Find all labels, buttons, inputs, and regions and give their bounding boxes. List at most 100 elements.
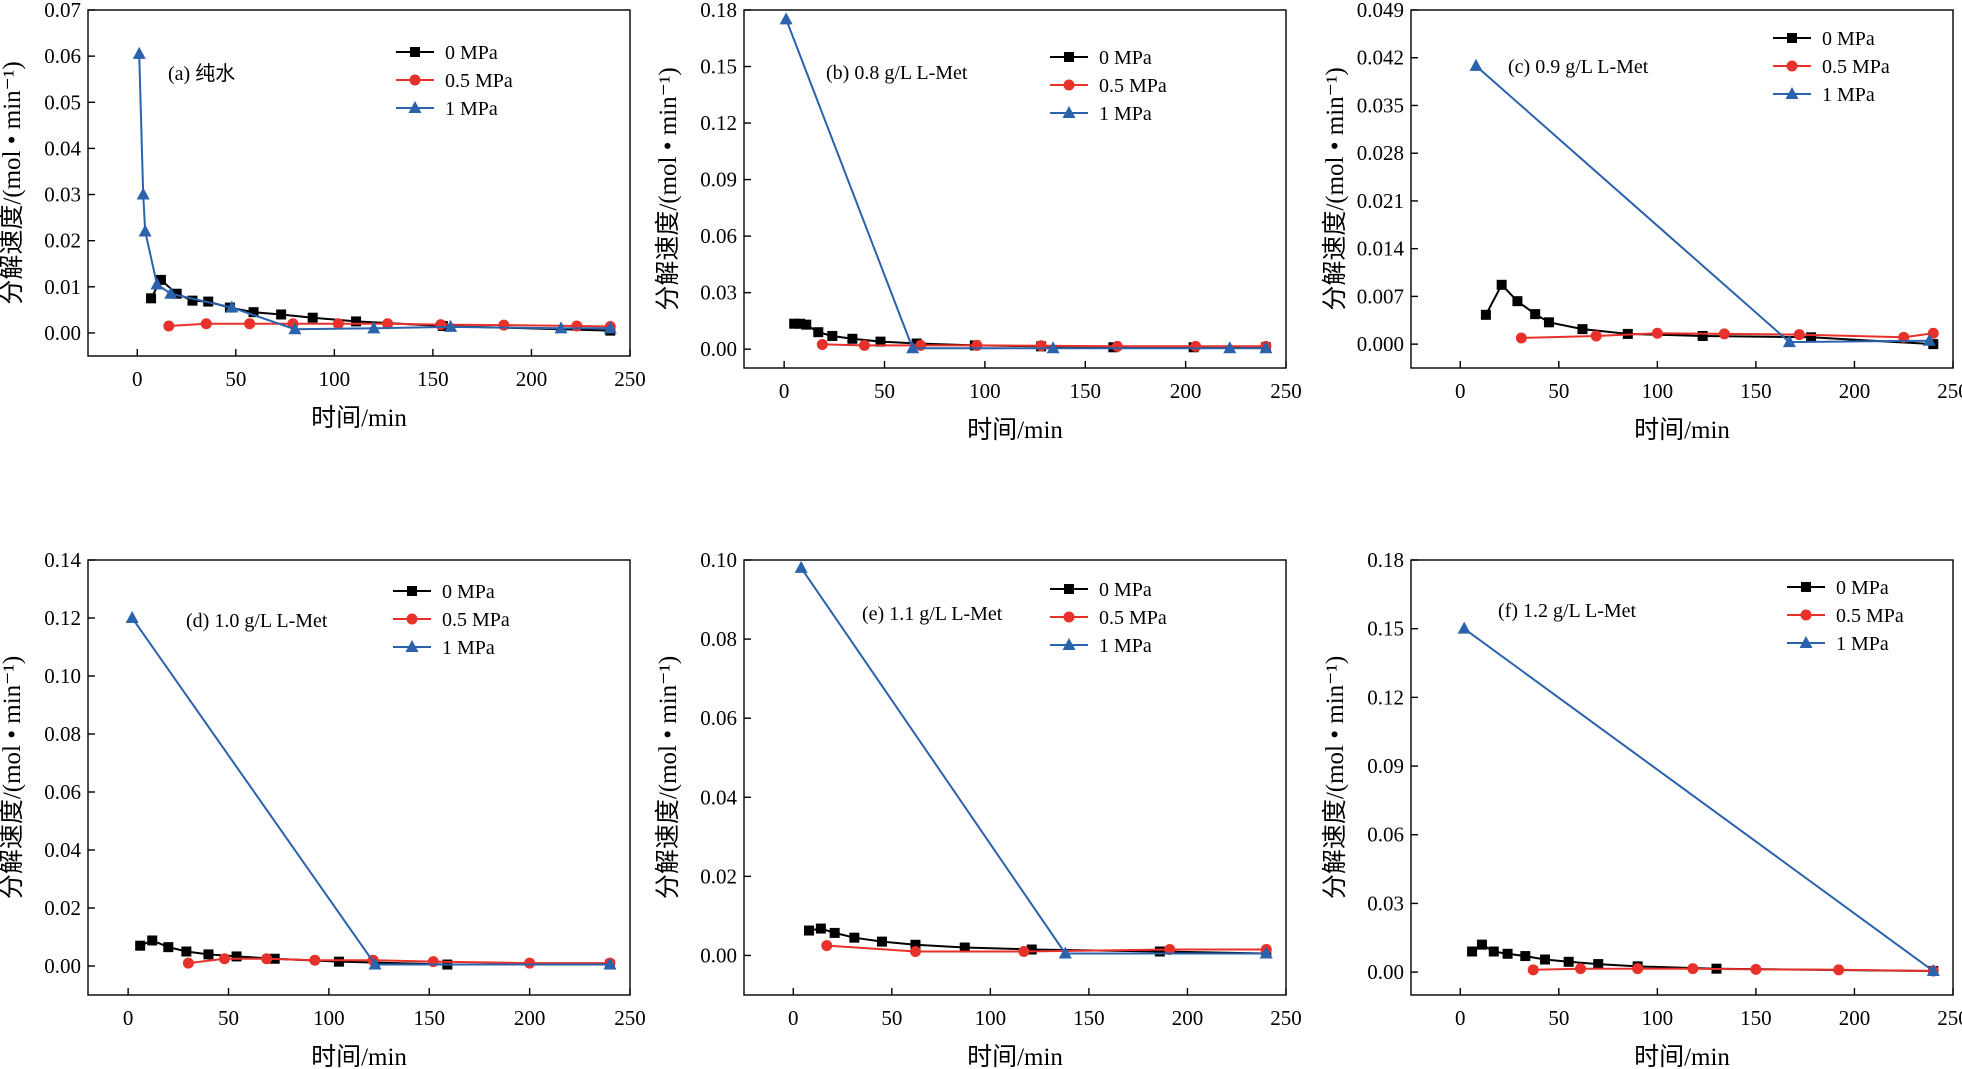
legend-marker-circle: [1786, 60, 1798, 72]
data-point-triangle: [225, 300, 239, 313]
x-tick-label: 200: [1172, 1006, 1204, 1030]
data-point-triangle: [1223, 341, 1237, 354]
x-tick-label: 150: [1740, 379, 1772, 403]
x-tick-label: 0: [788, 1006, 799, 1030]
data-point-square: [163, 942, 174, 953]
legend-label: 0 MPa: [1822, 28, 1875, 50]
data-point-square: [795, 318, 806, 329]
data-point-triangle: [1259, 946, 1273, 959]
legend-marker-triangle: [1062, 638, 1076, 650]
series-line-0.5-mpa: [1533, 967, 1934, 972]
data-point-square: [1502, 948, 1513, 959]
data-point-triangle: [906, 341, 920, 354]
data-point-triangle: [150, 277, 164, 290]
data-point-square: [829, 927, 840, 938]
legend-label: 0.5 MPa: [1836, 605, 1904, 627]
data-point-square: [333, 956, 344, 967]
series-1-mpa: [794, 560, 1273, 959]
plot-frame: [87, 559, 631, 996]
data-point-square: [351, 316, 362, 327]
legend-marker-square: [407, 586, 417, 596]
series-line-1-mpa: [800, 567, 1267, 955]
data-point-triangle: [794, 560, 808, 573]
data-point-square: [1540, 954, 1551, 965]
x-tick-label: 0: [132, 367, 143, 391]
x-tick-label: 100: [975, 1006, 1007, 1030]
data-point-triangle: [138, 224, 152, 237]
y-tick-label: 0.08: [700, 627, 737, 651]
series-line-0.5-mpa: [826, 944, 1267, 953]
legend-marker-circle: [1800, 609, 1812, 621]
y-tick-label: 0.04: [44, 136, 81, 160]
chart-panel-e: 0 50 100 150 200 250 0.00 0.02 0.04 0.06 0.08 0.10 时…: [654, 548, 1302, 1069]
legend: 0 MPa 0.5 MPa 1 MPa: [396, 42, 513, 120]
x-tick-label: 200: [1839, 1006, 1871, 1030]
data-point-square: [155, 274, 166, 285]
data-point-triangle: [1457, 621, 1471, 634]
chart-panel-b: 0 50 100 150 200 250 0.00 0.03 0.06 0.09 0.12 0.15 0…: [654, 0, 1302, 444]
y-tick-label: 0.12: [44, 606, 81, 630]
data-point-square: [1520, 951, 1531, 962]
x-tick-label: 200: [516, 367, 548, 391]
series-line-1-mpa: [138, 53, 611, 331]
legend: 0 MPa 0.5 MPa 1 MPa: [1050, 579, 1167, 657]
x-axis-label: 时间/min: [967, 416, 1063, 444]
data-point-circle: [1035, 340, 1047, 352]
data-point-circle: [1164, 944, 1176, 956]
legend-label: 0 MPa: [1099, 579, 1152, 601]
data-point-circle: [1590, 330, 1602, 342]
data-point-square: [1488, 946, 1499, 957]
x-tick-label: 100: [969, 379, 1001, 403]
y-tick-label: 0.09: [1367, 754, 1404, 778]
y-tick-label: 0.042: [1357, 46, 1404, 70]
series-1-mpa: [132, 46, 617, 335]
data-point-square: [187, 295, 198, 306]
series-0.5-mpa: [163, 318, 616, 332]
data-point-circle: [571, 320, 583, 332]
data-point-circle: [971, 339, 983, 351]
series-1-mpa: [1457, 621, 1940, 976]
y-tick-label: 0.035: [1357, 93, 1404, 117]
data-point-square: [1543, 317, 1554, 328]
legend-label: 1 MPa: [1822, 84, 1875, 106]
panel-annotation: (f) 1.2 g/L L-Met: [1498, 600, 1637, 622]
y-tick-label: 0.18: [1367, 548, 1404, 572]
y-axis-label: 分解速度/(mol • min⁻¹): [654, 656, 682, 899]
x-tick-label: 50: [881, 1006, 902, 1030]
data-point-circle: [382, 318, 394, 330]
panel-annotation: (b) 0.8 g/L L-Met: [826, 62, 968, 84]
y-tick-label: 0.007: [1357, 284, 1404, 308]
y-tick-label: 0.10: [44, 664, 81, 688]
series-0.5-mpa: [1527, 963, 1939, 977]
data-point-triangle: [164, 286, 178, 299]
data-point-square: [231, 951, 242, 962]
legend-marker-triangle: [1062, 106, 1076, 118]
x-tick-label: 250: [1937, 379, 1962, 403]
series-line-1-mpa: [1463, 627, 1934, 972]
legend-marker-triangle: [1799, 636, 1813, 648]
data-point-circle: [163, 320, 175, 332]
x-tick-label: 100: [319, 367, 351, 391]
legend-marker-square: [1801, 582, 1811, 592]
series-0.5-mpa: [821, 940, 1272, 957]
data-point-square: [146, 293, 157, 304]
y-tick-label: 0.08: [44, 722, 81, 746]
series-line-0-mpa: [1485, 283, 1934, 346]
legend: 0 MPa 0.5 MPa 1 MPa: [1773, 28, 1890, 106]
y-tick-label: 0.02: [44, 896, 81, 920]
y-tick-label: 0.06: [44, 44, 81, 68]
y-tick-label: 0.000: [1357, 332, 1404, 356]
legend: 0 MPa 0.5 MPa 1 MPa: [393, 581, 510, 659]
legend-label: 0 MPa: [445, 42, 498, 64]
x-tick-label: 0: [123, 1006, 134, 1030]
x-axis-label: 时间/min: [967, 1043, 1063, 1069]
y-tick-label: 0.10: [700, 548, 737, 572]
plot-frame: [87, 9, 631, 357]
data-point-circle: [219, 953, 231, 965]
data-point-square: [959, 942, 970, 953]
plot-frame: [743, 559, 1287, 996]
y-axis-label: 分解速度/(mol • min⁻¹): [654, 67, 682, 310]
data-point-triangle: [1259, 341, 1273, 354]
x-tick-label: 150: [1740, 1006, 1772, 1030]
